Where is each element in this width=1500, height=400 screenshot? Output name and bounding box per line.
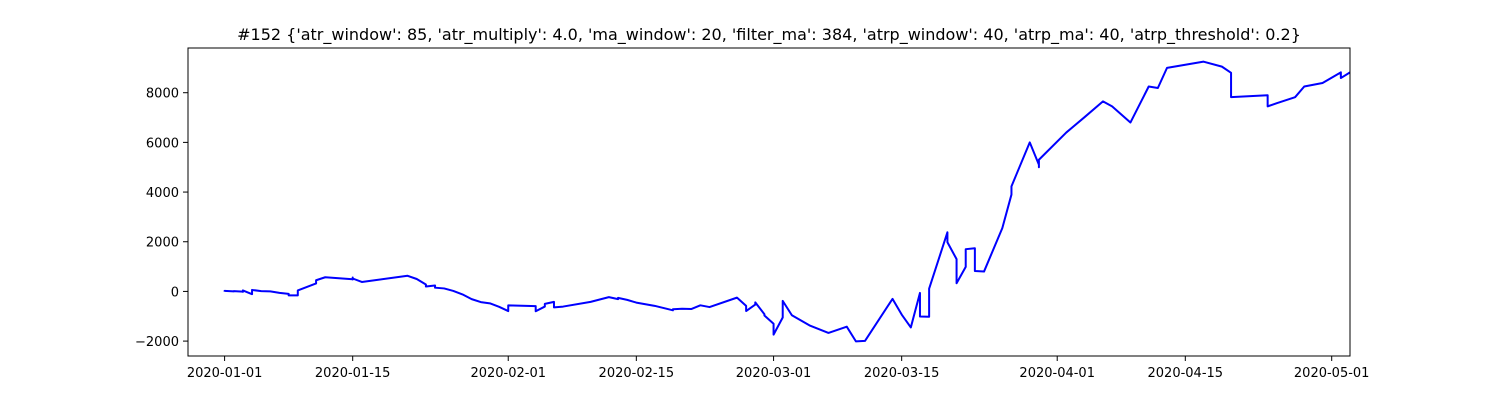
y-axis: −2000 0 2000 4000 6000 8000: [135, 87, 188, 350]
plot-frame: [187, 47, 1351, 357]
x-tick-label: 2020-02-15: [599, 366, 675, 381]
x-tick-label: 2020-01-01: [187, 366, 263, 381]
plot-area: [187, 47, 1351, 357]
x-tick-label: 2020-03-15: [864, 366, 940, 381]
x-tick-label: 2020-04-15: [1148, 366, 1224, 381]
x-tick-label: 2020-02-01: [470, 366, 546, 381]
y-tick-label: 0: [171, 285, 179, 300]
x-tick-label: 2020-05-01: [1294, 366, 1370, 381]
y-tick-label: 2000: [146, 236, 179, 251]
x-tick-label: 2020-03-01: [736, 366, 812, 381]
y-tick-label: −2000: [135, 335, 179, 350]
chart-title: #152 {'atr_window': 85, 'atr_multiply': …: [237, 25, 1301, 45]
x-tick-label: 2020-04-01: [1019, 366, 1095, 381]
y-tick-label: 8000: [146, 87, 179, 102]
y-tick-label: 6000: [146, 136, 179, 151]
x-axis: 2020-01-01 2020-01-15 2020-02-01 2020-02-15…: [187, 356, 1370, 381]
x-tick-label: 2020-01-15: [315, 366, 391, 381]
y-tick-label: 4000: [146, 186, 179, 201]
series-line: [223, 60, 1351, 343]
